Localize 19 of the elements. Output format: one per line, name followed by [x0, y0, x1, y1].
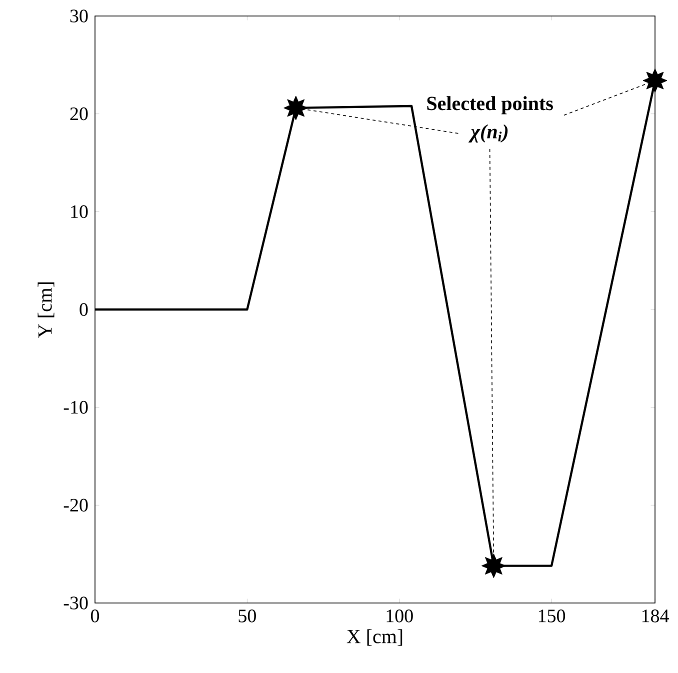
- x-tick-label: 150: [538, 610, 566, 622]
- point: [481, 554, 506, 578]
- x-tick-label: 50: [238, 610, 256, 622]
- x-tick-label: 100: [386, 610, 413, 622]
- y-tick-label: -20: [64, 498, 88, 512]
- y-axis-title: Y [cm]: [38, 282, 54, 338]
- x-axis-title: X [cm]: [346, 629, 402, 646]
- point: [642, 68, 668, 93]
- point: [284, 96, 308, 120]
- annotation: Selected points: [427, 96, 553, 114]
- x-tick-label: 0: [90, 610, 100, 622]
- y-tick-label: 0: [80, 303, 88, 316]
- x-tick-label: 184: [642, 610, 669, 622]
- y-tick-label: -10: [64, 400, 88, 414]
- y-tick-label: 20: [70, 107, 88, 120]
- annotation: χ(n$_{i}$): [468, 124, 508, 142]
- y-tick-label: 30: [70, 10, 88, 22]
- y-tick-label: 10: [71, 205, 88, 218]
- y-tick-label: -30: [64, 596, 88, 610]
